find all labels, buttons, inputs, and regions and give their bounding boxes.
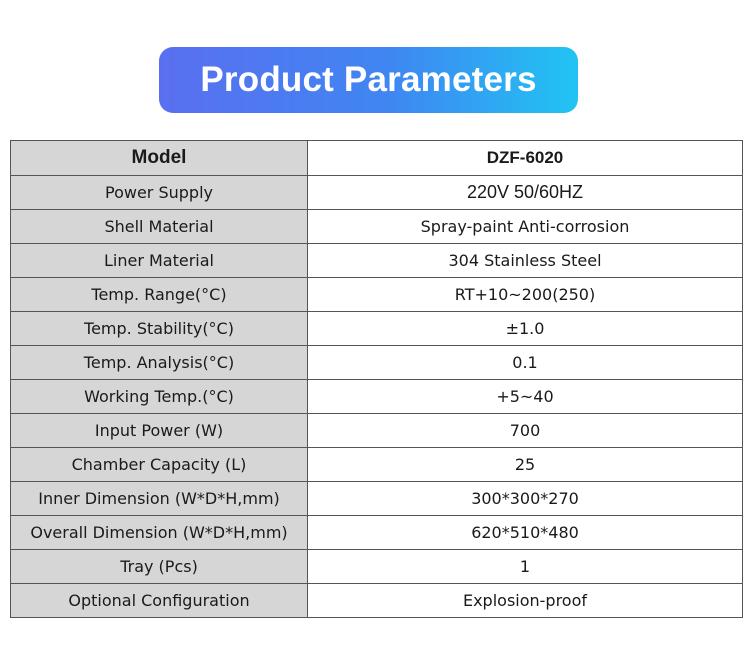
row-label: Working Temp.(°C): [10, 379, 308, 414]
row-label: Shell Material: [10, 209, 308, 244]
row-label: Optional Configuration: [10, 583, 308, 618]
row-value: 220V 50/60HZ: [307, 175, 743, 210]
row-label: Temp. Stability(°C): [10, 311, 308, 346]
row-label: Liner Material: [10, 243, 308, 278]
header-label-cell: Model: [10, 140, 308, 176]
row-label: Tray (Pcs): [10, 549, 308, 584]
row-value: 304 Stainless Steel: [307, 243, 743, 278]
table-row: Temp. Stability(°C) ±1.0: [10, 311, 743, 346]
row-value: 1: [307, 549, 743, 584]
table-row: Temp. Range(°C) RT+10~200(250): [10, 277, 743, 312]
table-row: Optional Configuration Explosion-proof: [10, 583, 743, 618]
title-banner: Product Parameters: [159, 47, 578, 113]
row-label: Temp. Analysis(°C): [10, 345, 308, 380]
row-value: 300*300*270: [307, 481, 743, 516]
header-value-cell: DZF-6020: [307, 140, 743, 176]
table-row: Tray (Pcs) 1: [10, 549, 743, 584]
row-value: 25: [307, 447, 743, 482]
row-label: Inner Dimension (W*D*H,mm): [10, 481, 308, 516]
table-row: Chamber Capacity (L) 25: [10, 447, 743, 482]
table-row: Input Power (W) 700: [10, 413, 743, 448]
table-row: Liner Material 304 Stainless Steel: [10, 243, 743, 278]
row-label: Temp. Range(°C): [10, 277, 308, 312]
row-value: +5~40: [307, 379, 743, 414]
row-label: Overall Dimension (W*D*H,mm): [10, 515, 308, 550]
table-row: Temp. Analysis(°C) 0.1: [10, 345, 743, 380]
row-value: Spray-paint Anti-corrosion: [307, 209, 743, 244]
row-label: Power Supply: [10, 175, 308, 210]
table-row: Power Supply 220V 50/60HZ: [10, 175, 743, 210]
table-row: Inner Dimension (W*D*H,mm) 300*300*270: [10, 481, 743, 516]
row-value: 700: [307, 413, 743, 448]
table-row: Shell Material Spray-paint Anti-corrosio…: [10, 209, 743, 244]
table-row: Overall Dimension (W*D*H,mm) 620*510*480: [10, 515, 743, 550]
row-value: ±1.0: [307, 311, 743, 346]
row-label: Input Power (W): [10, 413, 308, 448]
parameters-table: Model DZF-6020 Power Supply 220V 50/60HZ…: [10, 140, 743, 618]
table-row: Working Temp.(°C) +5~40: [10, 379, 743, 414]
row-value: RT+10~200(250): [307, 277, 743, 312]
page-title: Product Parameters: [200, 60, 537, 99]
row-value: Explosion-proof: [307, 583, 743, 618]
row-label: Chamber Capacity (L): [10, 447, 308, 482]
row-value: 0.1: [307, 345, 743, 380]
row-value: 620*510*480: [307, 515, 743, 550]
table-header-row: Model DZF-6020: [10, 140, 743, 176]
